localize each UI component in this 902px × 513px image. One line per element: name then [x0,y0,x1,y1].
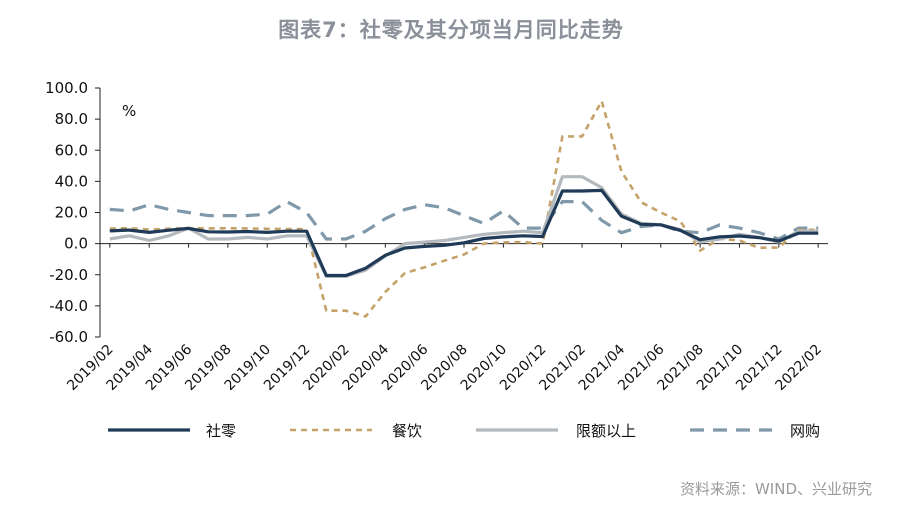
series-line-2 [109,175,819,278]
y-tick-label: -40.0 [49,297,88,315]
legend: 社零 餐饮 限额以上 网购 [108,422,820,440]
chart-title: 图表7：社零及其分项当月同比走势 [278,18,624,42]
legend-label-3: 网购 [790,422,820,440]
y-axis: 100.0 80.0 60.0 40.0 20.0 0.0 -20.0 -40.0 -60.0 [45,79,101,346]
series-lines [109,99,819,318]
x-axis: 2019/022019/042019/062019/082019/102019/… [64,243,825,394]
y-tick-label: -20.0 [49,266,88,284]
series-line-0 [109,188,819,278]
legend-label-2: 限额以上 [576,422,636,440]
legend-label-0: 社零 [206,422,236,440]
series-line-3 [109,200,819,241]
y-tick-label: 0.0 [64,235,88,253]
y-tick-label: 80.0 [55,110,88,128]
source-note: 资料来源：WIND、兴业研究 [679,480,872,498]
unit-label: % [122,102,136,120]
series-line-1 [109,99,819,318]
y-tick-label: 100.0 [45,79,88,97]
y-tick-label: 60.0 [55,141,88,159]
legend-label-1: 餐饮 [392,422,422,440]
y-tick-label: 40.0 [55,172,88,190]
y-tick-label: -60.0 [49,328,88,346]
y-tick-label: 20.0 [55,204,88,222]
